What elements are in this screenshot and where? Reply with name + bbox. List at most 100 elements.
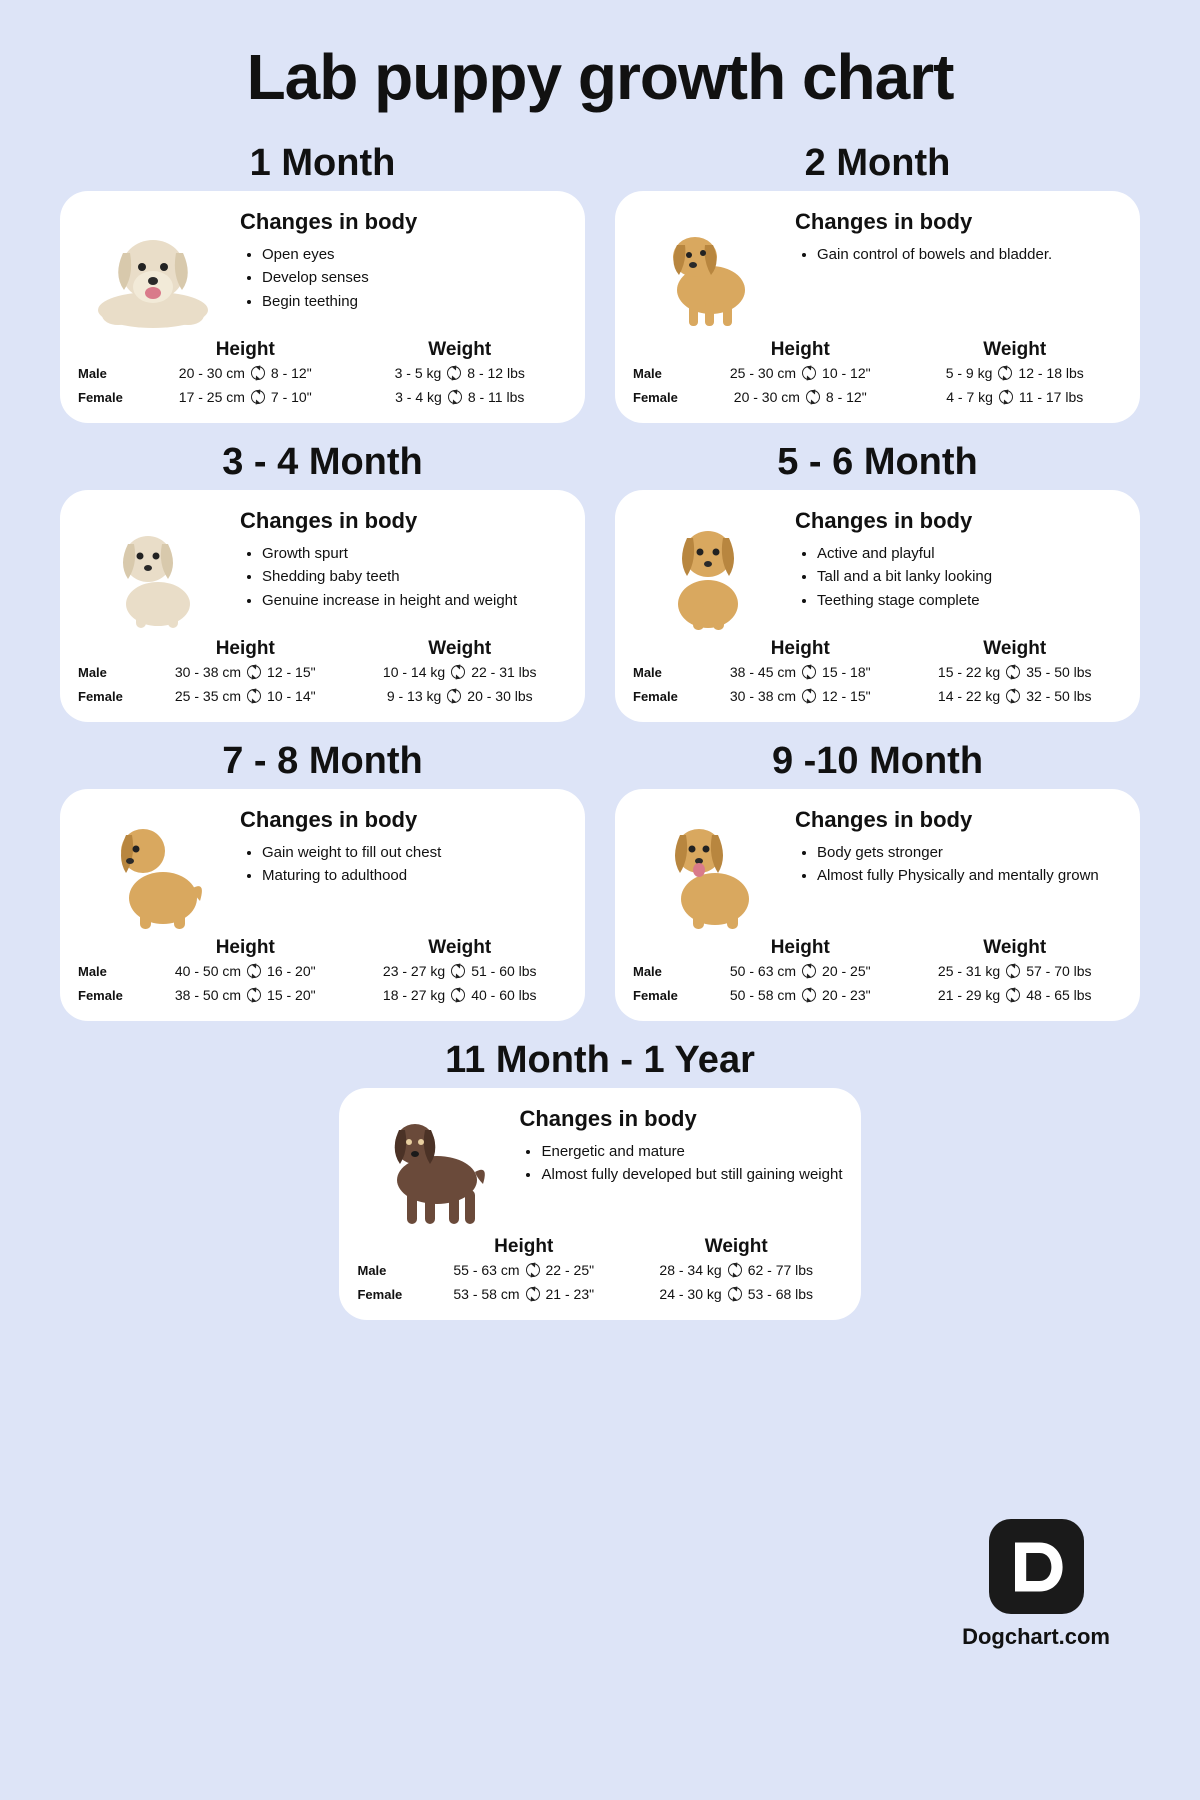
female-label: Female <box>633 689 693 704</box>
male-weight: 23 - 27 kg51 - 60 lbs <box>353 963 568 979</box>
change-item: Gain weight to fill out chest <box>262 841 567 864</box>
male-row: Male 25 - 30 cm10 - 12" 5 - 9 kg12 - 18 … <box>633 361 1122 385</box>
changes-list: Gain weight to fill out chestMaturing to… <box>240 841 567 888</box>
card: Changes in body Active and playfulTall a… <box>615 490 1140 722</box>
convert-icon <box>451 988 465 1002</box>
male-weight: 28 - 34 kg62 - 77 lbs <box>630 1262 843 1278</box>
changes-list: Gain control of bowels and bladder. <box>795 243 1122 266</box>
changes-heading: Changes in body <box>795 807 1122 833</box>
female-row: Female 30 - 38 cm12 - 15" 14 - 22 kg32 -… <box>633 684 1122 708</box>
change-item: Growth spurt <box>262 542 567 565</box>
convert-icon <box>526 1263 540 1277</box>
convert-icon <box>247 665 261 679</box>
male-label: Male <box>633 366 693 381</box>
convert-icon <box>447 366 461 380</box>
female-weight: 4 - 7 kg11 - 17 lbs <box>908 389 1123 405</box>
weight-heading: Weight <box>908 339 1123 361</box>
convert-icon <box>448 390 462 404</box>
male-row: Male 38 - 45 cm15 - 18" 15 - 22 kg35 - 5… <box>633 660 1122 684</box>
change-item: Begin teething <box>262 290 567 313</box>
convert-icon <box>802 689 816 703</box>
change-item: Body gets stronger <box>817 841 1122 864</box>
convert-icon <box>1006 665 1020 679</box>
male-row: Male 20 - 30 cm8 - 12" 3 - 5 kg8 - 12 lb… <box>78 361 567 385</box>
logo-text: Dogchart.com <box>962 1624 1110 1650</box>
female-label: Female <box>78 689 138 704</box>
male-height: 40 - 50 cm16 - 20" <box>138 963 353 979</box>
card: Changes in body Energetic and matureAlmo… <box>339 1088 860 1320</box>
weight-heading: Weight <box>908 937 1123 959</box>
convert-icon <box>247 988 261 1002</box>
logo-badge <box>989 1519 1084 1614</box>
weight-heading: Weight <box>353 638 568 660</box>
weight-heading: Weight <box>353 339 568 361</box>
male-height: 30 - 38 cm12 - 15" <box>138 664 353 680</box>
height-heading: Height <box>693 937 908 959</box>
changes-list: Body gets strongerAlmost fully Physicall… <box>795 841 1122 888</box>
male-label: Male <box>357 1263 417 1278</box>
convert-icon <box>447 689 461 703</box>
stage-card: 5 - 6 Month Changes in body Active and p… <box>615 433 1140 722</box>
height-heading: Height <box>417 1236 630 1258</box>
male-row: Male 50 - 63 cm20 - 25" 25 - 31 kg57 - 7… <box>633 959 1122 983</box>
male-row: Male 30 - 38 cm12 - 15" 10 - 14 kg22 - 3… <box>78 660 567 684</box>
male-weight: 25 - 31 kg57 - 70 lbs <box>908 963 1123 979</box>
convert-icon <box>802 665 816 679</box>
convert-icon <box>806 390 820 404</box>
convert-icon <box>999 390 1013 404</box>
logo-block: Dogchart.com <box>962 1519 1110 1650</box>
convert-icon <box>451 964 465 978</box>
dog-illustration <box>78 803 228 933</box>
female-row: Female 50 - 58 cm20 - 23" 21 - 29 kg48 -… <box>633 983 1122 1007</box>
stage-card: 11 Month - 1 Year Changes in body Energe… <box>339 1031 860 1320</box>
height-heading: Height <box>693 638 908 660</box>
stage-title: 5 - 6 Month <box>777 441 978 484</box>
female-height: 20 - 30 cm8 - 12" <box>693 389 908 405</box>
change-item: Maturing to adulthood <box>262 864 567 887</box>
stage-title: 9 -10 Month <box>772 740 983 783</box>
change-item: Shedding baby teeth <box>262 565 567 588</box>
convert-icon <box>1006 988 1020 1002</box>
stage-card: 2 Month Changes in body Gain control of … <box>615 134 1140 423</box>
stages-grid: 1 Month Changes in body Open eyesDevelop… <box>60 134 1140 1320</box>
stage-title: 1 Month <box>250 142 396 185</box>
dog-illustration <box>78 205 228 335</box>
stage-title: 7 - 8 Month <box>222 740 423 783</box>
female-weight: 3 - 4 kg8 - 11 lbs <box>353 389 568 405</box>
stage-title: 2 Month <box>805 142 951 185</box>
female-label: Female <box>78 988 138 1003</box>
convert-icon <box>251 390 265 404</box>
card: Changes in body Body gets strongerAlmost… <box>615 789 1140 1021</box>
stage-card: 3 - 4 Month Changes in body Growth spurt… <box>60 433 585 722</box>
male-height: 25 - 30 cm10 - 12" <box>693 365 908 381</box>
page-title: Lab puppy growth chart <box>60 40 1140 114</box>
male-label: Male <box>633 665 693 680</box>
female-label: Female <box>633 988 693 1003</box>
change-item: Open eyes <box>262 243 567 266</box>
male-row: Male 55 - 63 cm22 - 25" 28 - 34 kg62 - 7… <box>357 1258 842 1282</box>
weight-heading: Weight <box>908 638 1123 660</box>
female-height: 53 - 58 cm21 - 23" <box>417 1286 630 1302</box>
convert-icon <box>728 1287 742 1301</box>
weight-heading: Weight <box>353 937 568 959</box>
dog-illustration <box>633 504 783 634</box>
changes-heading: Changes in body <box>240 807 567 833</box>
changes-heading: Changes in body <box>519 1106 842 1132</box>
convert-icon <box>247 689 261 703</box>
dog-illustration <box>78 504 228 634</box>
convert-icon <box>1006 689 1020 703</box>
female-row: Female 25 - 35 cm10 - 14" 9 - 13 kg20 - … <box>78 684 567 708</box>
changes-heading: Changes in body <box>795 508 1122 534</box>
dog-illustration <box>357 1102 507 1232</box>
convert-icon <box>451 665 465 679</box>
stage-title: 11 Month - 1 Year <box>445 1039 755 1082</box>
female-label: Female <box>357 1287 417 1302</box>
convert-icon <box>802 988 816 1002</box>
female-weight: 24 - 30 kg53 - 68 lbs <box>630 1286 843 1302</box>
dog-illustration <box>633 205 783 335</box>
height-heading: Height <box>138 339 353 361</box>
convert-icon <box>802 366 816 380</box>
change-item: Active and playful <box>817 542 1122 565</box>
female-row: Female 38 - 50 cm15 - 20" 18 - 27 kg40 -… <box>78 983 567 1007</box>
change-item: Almost fully Physically and mentally gro… <box>817 864 1122 887</box>
